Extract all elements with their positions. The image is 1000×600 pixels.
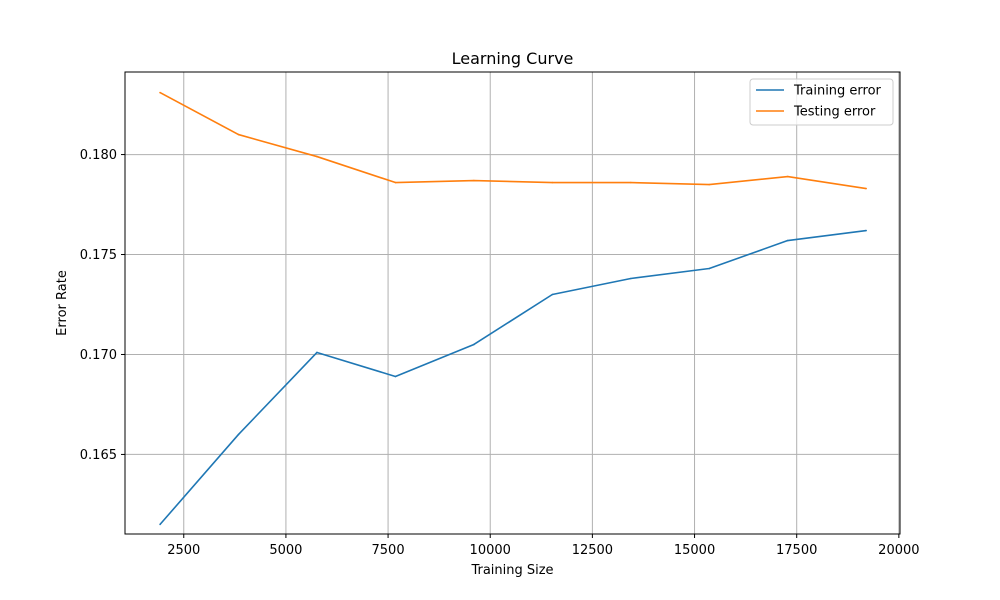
chart-title: Learning Curve xyxy=(452,49,574,68)
y-axis: 0.165 0.170 0.175 0.180 xyxy=(80,148,125,463)
x-tick-label: 12500 xyxy=(572,543,613,558)
x-tick-label: 15000 xyxy=(674,543,715,558)
series-layer xyxy=(159,91,867,526)
legend-label-testing-error: Testing error xyxy=(793,105,876,120)
training-error-point xyxy=(865,229,867,232)
testing-error-point xyxy=(316,155,318,158)
x-axis-title: Training Size xyxy=(470,563,553,578)
x-tick-label: 7500 xyxy=(372,543,405,558)
training-error-point xyxy=(786,239,789,242)
x-tick-label: 10000 xyxy=(470,543,511,558)
y-tick-label: 0.165 xyxy=(80,448,117,463)
x-tick-label: 5000 xyxy=(269,543,302,558)
y-axis-title: Error Rate xyxy=(55,270,70,336)
testing-error-point xyxy=(159,91,161,94)
testing-error-point xyxy=(551,181,554,184)
training-error-point xyxy=(316,351,318,354)
testing-error-point xyxy=(629,181,632,184)
x-axis: 2500 5000 7500 10000 12500 15000 17500 20000 xyxy=(167,534,920,558)
x-tick-label: 17500 xyxy=(776,543,817,558)
training-error-point xyxy=(708,267,711,270)
testing-error-point xyxy=(473,179,475,182)
training-error-point xyxy=(629,277,632,280)
y-tick-label: 0.180 xyxy=(80,148,117,163)
testing-error-line xyxy=(159,91,867,190)
y-tick-label: 0.170 xyxy=(80,348,117,363)
training-error-point xyxy=(473,343,475,346)
testing-error-point xyxy=(865,187,867,190)
x-tick-label: 20000 xyxy=(878,543,919,558)
training-error-point xyxy=(394,375,397,378)
x-tick-label: 2500 xyxy=(167,543,200,558)
training-error-point xyxy=(159,523,161,526)
training-error-point xyxy=(551,293,554,296)
testing-error-point xyxy=(708,183,711,186)
training-error-point xyxy=(237,433,240,436)
testing-error-point xyxy=(786,175,789,178)
y-tick-label: 0.175 xyxy=(80,248,117,263)
legend-box xyxy=(749,78,894,126)
training-error-line xyxy=(159,229,867,525)
testing-error-point xyxy=(237,133,240,136)
testing-error-point xyxy=(394,181,397,184)
grid-layer xyxy=(125,72,900,534)
legend: Training error Testing error xyxy=(749,78,894,126)
plot-area-frame xyxy=(124,71,901,535)
legend-label-training-error: Training error xyxy=(793,84,882,99)
